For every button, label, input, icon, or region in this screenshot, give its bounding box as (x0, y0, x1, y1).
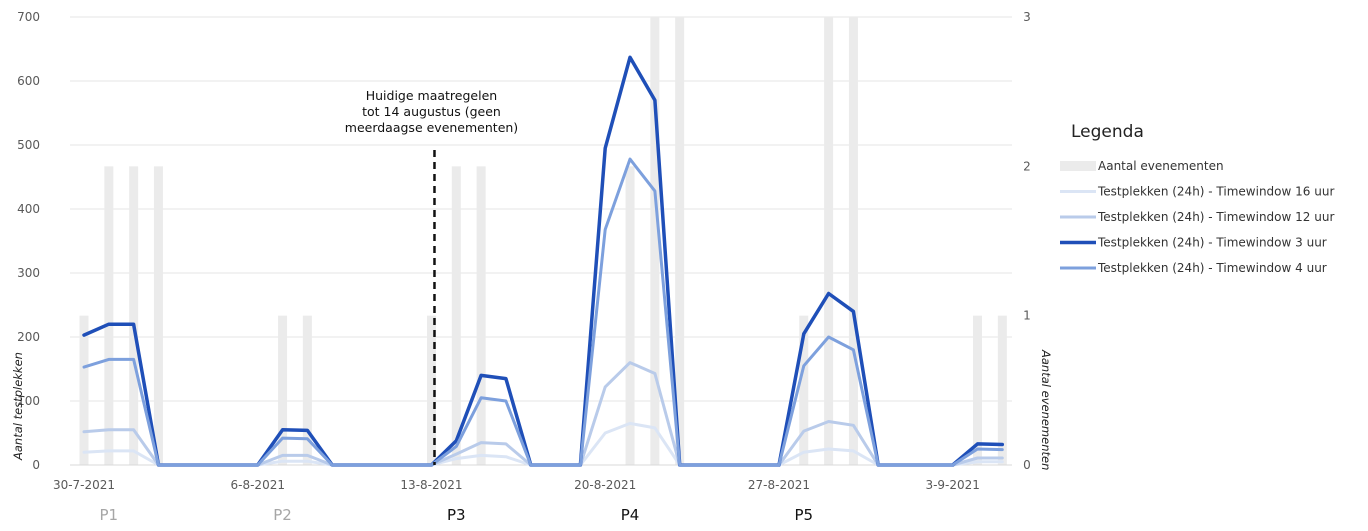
event-bar (997, 315, 1007, 465)
period-label: P4 (621, 506, 640, 524)
annotation-text: Huidige maatregelen (366, 88, 497, 103)
y-tick-label: 700 (17, 10, 40, 24)
y-tick-label: 500 (17, 138, 40, 152)
event-bar (973, 315, 983, 465)
event-bar (302, 315, 312, 465)
x-tick-label: 27-8-2021 (748, 478, 810, 492)
y-tick-label: 400 (17, 202, 40, 216)
period-label: P2 (273, 506, 292, 524)
event-bar (476, 166, 486, 466)
y2-tick-label: 1 (1023, 309, 1031, 323)
x-tick-label: 3-9-2021 (925, 478, 979, 492)
annotation-text: tot 14 augustus (geen (362, 104, 501, 119)
annotation-text: meerdaagse evenementen) (345, 120, 518, 135)
line-series (82, 55, 1005, 467)
y-tick-label: 0 (32, 458, 40, 472)
legend-label: Testplekken (24h) - Timewindow 3 uur (1097, 236, 1327, 250)
x-tick-label: 30-7-2021 (53, 478, 115, 492)
x-tick-label: 6-8-2021 (231, 478, 285, 492)
period-label: P3 (447, 506, 466, 524)
event-bar (848, 17, 858, 465)
event-bar (625, 166, 635, 466)
series-line (82, 157, 1004, 467)
y2-tick-label: 0 (1023, 458, 1031, 472)
event-bar (650, 17, 660, 465)
legend-swatch (1060, 161, 1096, 171)
event-bar (451, 166, 461, 466)
event-bar (426, 315, 436, 465)
y-axis-title: Aantal testplekken (11, 352, 25, 461)
y-axis-right: 0 1 2 3 (1023, 10, 1031, 472)
x-tick-label: 20-8-2021 (574, 478, 636, 492)
legend: Legenda Aantal evenementen Testplekken (24… (1060, 122, 1334, 275)
y-tick-label: 600 (17, 74, 40, 88)
y-axis-left: 0 100 200 300 400 500 600 700 (17, 10, 40, 472)
legend-label: Testplekken (24h) - Timewindow 16 uur (1097, 185, 1334, 199)
event-bars (79, 17, 1007, 466)
period-labels: P1 P2 P3 P4 P5 (100, 506, 814, 524)
event-bar (824, 17, 834, 465)
y-tick-label: 100 (17, 394, 40, 408)
period-label: P5 (794, 506, 813, 524)
y2-axis-title: Aantal evenementen (1039, 349, 1053, 470)
event-bar (79, 315, 89, 465)
event-bar (675, 17, 685, 465)
legend-title: Legenda (1071, 122, 1144, 142)
period-label: P1 (100, 506, 119, 524)
y2-tick-label: 2 (1023, 159, 1031, 173)
gridlines (70, 16, 1012, 466)
x-axis: 30-7-2021 6-8-2021 13-8-2021 20-8-2021 27-8-… (53, 478, 980, 492)
y-tick-label: 200 (17, 330, 40, 344)
event-bar (278, 315, 288, 465)
legend-label: Testplekken (24h) - Timewindow 12 uur (1097, 210, 1334, 224)
event-bar (104, 166, 114, 466)
legend-label: Testplekken (24h) - Timewindow 4 uur (1097, 261, 1327, 275)
y2-tick-label: 3 (1023, 10, 1031, 24)
y-tick-label: 300 (17, 266, 40, 280)
legend-label: Aantal evenementen (1098, 159, 1224, 173)
event-bar (153, 166, 163, 466)
event-bar (129, 166, 139, 466)
event-bar (799, 315, 809, 465)
x-tick-label: 13-8-2021 (400, 478, 462, 492)
